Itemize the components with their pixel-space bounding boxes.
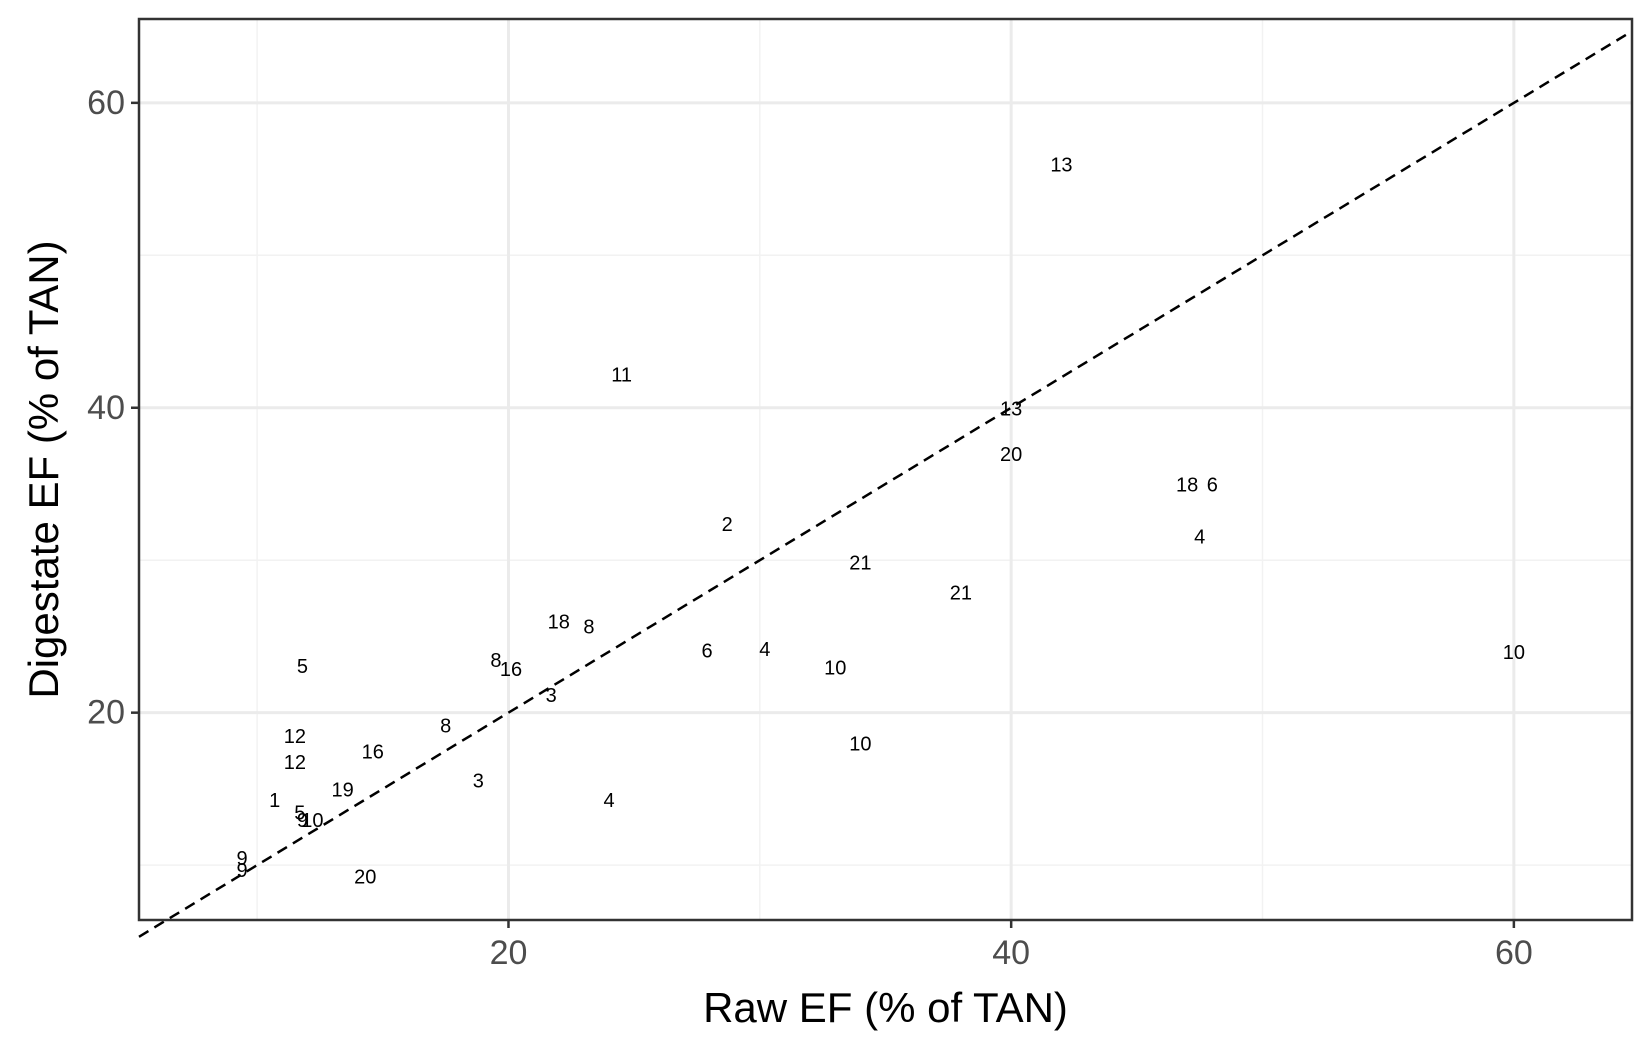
point-label: 10 <box>824 657 846 679</box>
point-label: 9 <box>236 860 247 882</box>
major-gridlines <box>139 19 1632 920</box>
point-label: 6 <box>1207 475 1218 497</box>
point-label: 5 <box>294 802 305 824</box>
point-label: 1 <box>269 790 280 812</box>
point-label: 13 <box>1000 398 1022 420</box>
point-label: 18 <box>1176 475 1198 497</box>
point-label: 13 <box>1050 154 1072 176</box>
y-tick-label: 20 <box>87 694 125 732</box>
point-label: 21 <box>950 583 972 605</box>
identity-reference-line <box>138 30 1633 938</box>
minor-gridlines <box>139 19 1632 920</box>
point-label: 8 <box>583 616 594 638</box>
point-label: 3 <box>546 685 557 707</box>
x-axis-title: Raw EF (% of TAN) <box>703 984 1068 1031</box>
point-label: 12 <box>284 726 306 748</box>
point-label: 20 <box>354 866 376 888</box>
point-label: 9 <box>297 810 308 832</box>
point-label: 10 <box>301 810 323 832</box>
point-label: 11 <box>611 365 632 387</box>
point-label: 2 <box>722 514 733 536</box>
x-tick-label: 40 <box>992 934 1030 972</box>
point-label: 8 <box>440 715 451 737</box>
point-label: 12 <box>284 752 306 774</box>
panel-border <box>137 17 1634 922</box>
x-tick-label: 60 <box>1495 934 1533 972</box>
y-axis-title: Digestate EF (% of TAN) <box>20 240 67 698</box>
point-label: 20 <box>1000 444 1022 466</box>
point-label: 3 <box>473 770 484 792</box>
point-label: 19 <box>331 779 353 801</box>
point-label: 21 <box>849 552 871 574</box>
y-axis-ticks: 20 40 60 <box>87 84 139 732</box>
point-label: 9 <box>236 848 247 870</box>
point-label: 5 <box>297 656 308 678</box>
point-label: 4 <box>603 790 614 812</box>
x-tick-label: 20 <box>490 934 528 972</box>
point-label: 16 <box>500 659 522 681</box>
x-axis-ticks: 20 40 60 <box>490 920 1533 972</box>
point-label: 4 <box>1194 526 1205 548</box>
point-label: 4 <box>759 639 770 661</box>
point-label: 18 <box>548 612 570 634</box>
point-label: 10 <box>849 734 871 756</box>
point-label: 6 <box>701 641 712 663</box>
point-label: 8 <box>490 650 501 672</box>
point-label: 10 <box>1503 642 1525 664</box>
point-label: 16 <box>362 741 384 763</box>
y-tick-label: 40 <box>87 389 125 427</box>
y-tick-label: 60 <box>87 84 125 122</box>
